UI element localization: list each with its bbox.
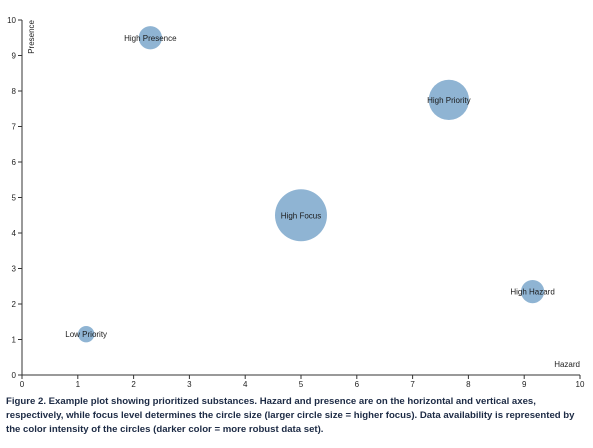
bubbles: High Presence High Priority High Focus High… (65, 26, 555, 343)
y-tick-label: 10 (7, 16, 16, 25)
x-axis-label: Hazard (554, 360, 580, 369)
x-tick-label: 9 (522, 380, 527, 389)
y-tick-label: 2 (12, 300, 17, 309)
bubble-label: High Presence (124, 34, 177, 43)
bubble-circle (77, 325, 95, 343)
y-tick-label: 9 (12, 52, 17, 61)
y-tick-label: 1 (12, 336, 17, 345)
y-tick-label: 3 (12, 265, 17, 274)
bubble-circle (138, 26, 162, 50)
x-tick-label: 5 (299, 380, 304, 389)
bubble-label: High Priority (427, 96, 471, 105)
x-tick-label: 0 (20, 380, 25, 389)
bubble: Low Priority (65, 325, 107, 343)
bubble: High Hazard (510, 279, 555, 304)
x-tick-label: 10 (576, 380, 585, 389)
x-tick-label: 7 (410, 380, 415, 389)
y-tick-label: 8 (12, 87, 17, 96)
y-tick-label: 7 (12, 123, 17, 132)
x-tick-label: 6 (355, 380, 360, 389)
x-tick-label: 3 (187, 380, 192, 389)
x-tick-label: 8 (466, 380, 471, 389)
x-tick-label: 4 (243, 380, 248, 389)
bubble: High Priority (427, 79, 471, 121)
y-tick-label: 5 (12, 194, 17, 203)
bubble-label: High Hazard (510, 288, 554, 297)
bubble: High Presence (124, 26, 177, 50)
y-tick-label: 6 (12, 158, 17, 167)
axes: 0 1 2 3 4 5 6 7 8 9 10 0 1 2 3 4 5 6 7 8 9 10 (7, 16, 585, 389)
y-tick-label: 0 (12, 371, 17, 380)
bubble-label: High Focus (281, 211, 321, 220)
bubble-circle (520, 279, 545, 304)
bubble: High Focus (275, 189, 327, 242)
x-tick-label: 1 (76, 380, 81, 389)
bubble-label: Low Priority (65, 330, 107, 339)
figure-caption: Figure 2. Example plot showing prioritiz… (6, 396, 575, 435)
y-tick-label: 4 (12, 229, 17, 238)
x-tick-label: 2 (131, 380, 136, 389)
bubble-circle (275, 189, 327, 242)
y-axis-label: Presence (27, 19, 36, 53)
bubble-circle (428, 79, 470, 121)
